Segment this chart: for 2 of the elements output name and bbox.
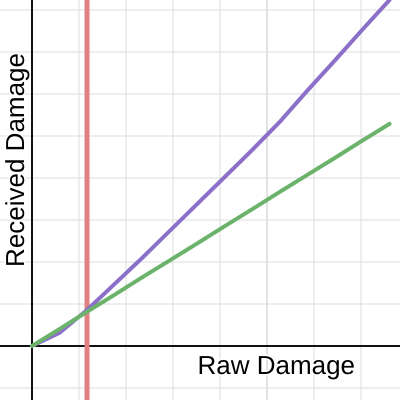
x-axis-title: Raw Damage [197,350,355,380]
y-axis-title: Received Damage [0,53,30,267]
